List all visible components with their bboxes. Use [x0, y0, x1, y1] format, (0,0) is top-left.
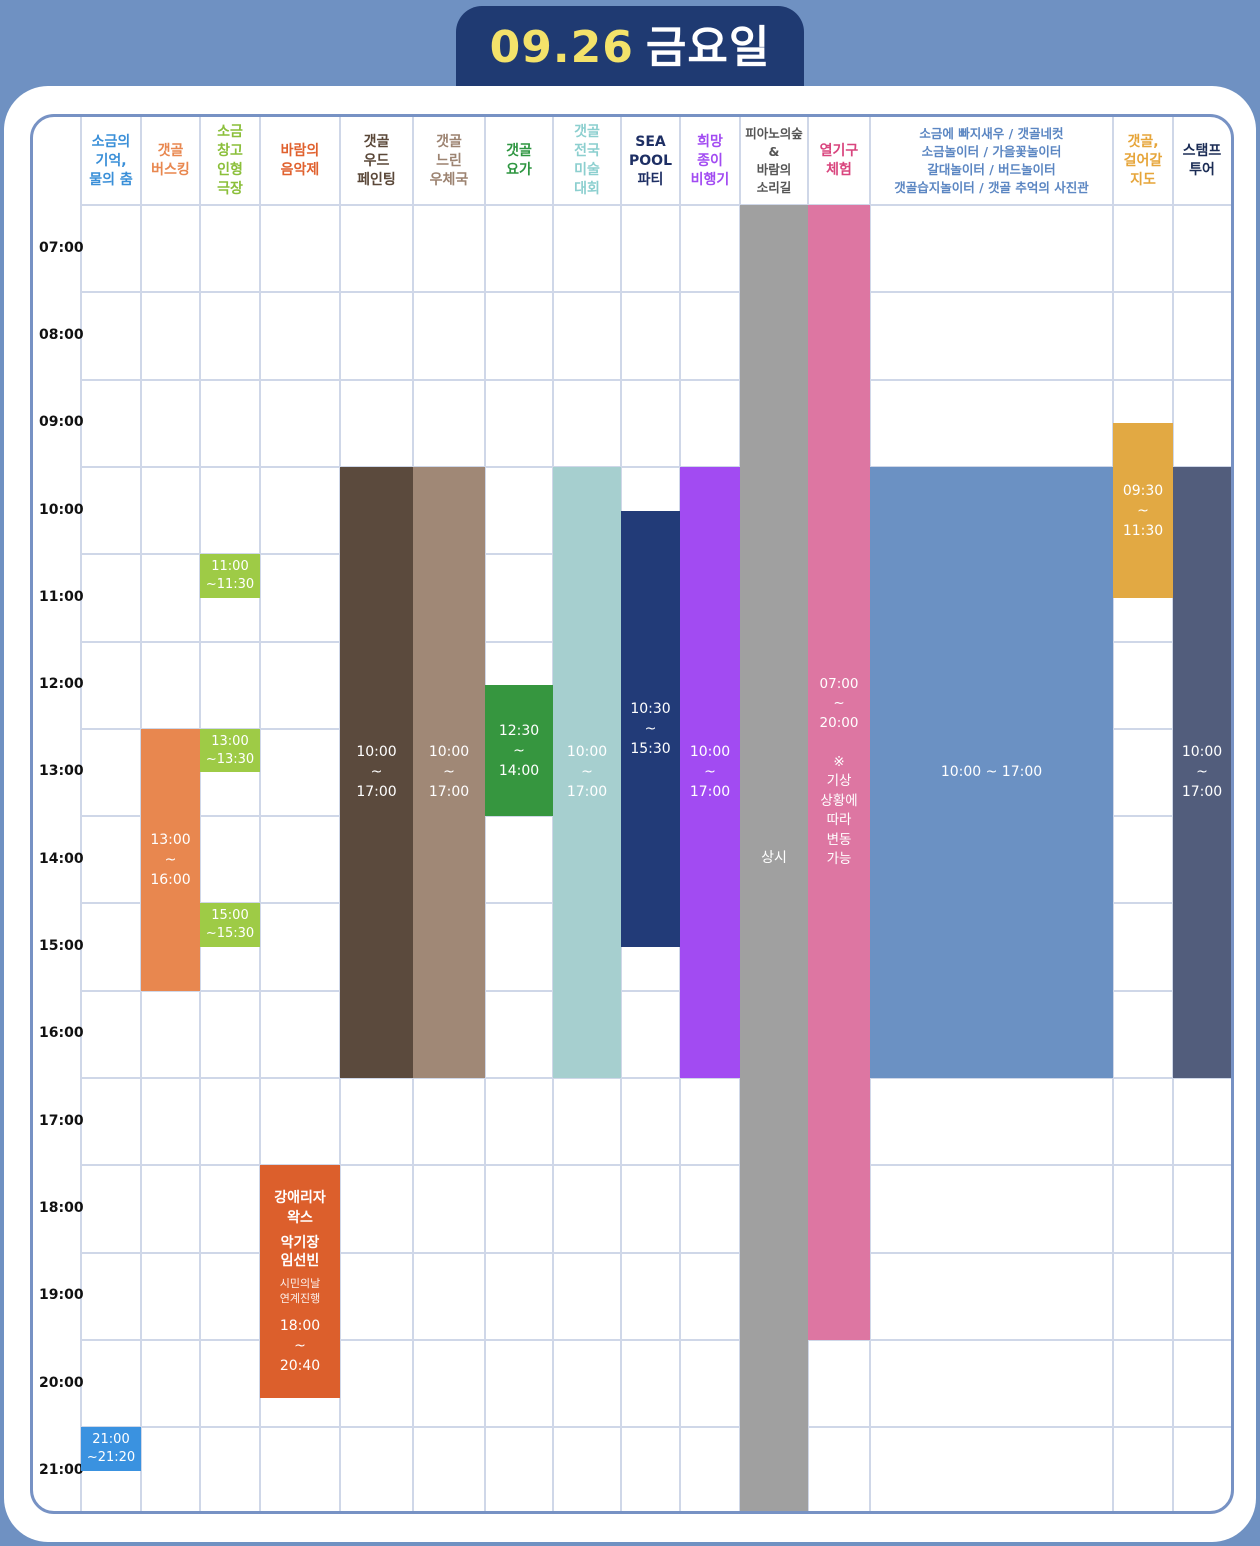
- grid-row-line: [81, 465, 1231, 468]
- grid-row-line: [81, 989, 1231, 992]
- grid-row-line: [81, 291, 1231, 294]
- grid-row-line: [81, 1514, 1231, 1515]
- event-block-c3[interactable]: 15:00 ~15:30: [200, 903, 260, 948]
- grid-row-line: [81, 1338, 1231, 1341]
- column-header-c15: 스탬프 투어: [1182, 143, 1222, 178]
- event-block-c15[interactable]: 10:00 ~ 17:00: [1173, 466, 1231, 1078]
- timetable-events: 21:00 ~21:20 13:00 ~ 16:00 11:00 ~11:30 13:…: [33, 117, 1231, 1511]
- time-label: 12:00: [39, 676, 84, 693]
- event-block-c7[interactable]: 12:30 ~ 14:00: [485, 685, 553, 817]
- time-label: 13:00: [39, 763, 84, 780]
- time-label: 15:00: [39, 938, 84, 955]
- time-label: 11:00: [39, 588, 84, 605]
- wax-event-time: 18:00 ~ 20:40: [279, 1317, 321, 1374]
- grid-row-line: [81, 1077, 1231, 1079]
- event-block-c1[interactable]: 21:00 ~21:20: [81, 1427, 141, 1471]
- timetable-grid: 소금의 기억, 물의 춤 갯골 버스킹 소금 창고 인형 극장 바람의 음악제 갯골 우…: [33, 117, 1231, 1511]
- column-header-c8: 갯골 전국 미술 대회: [574, 124, 600, 197]
- column-header-c6: 갯골 느린 우체국: [429, 133, 469, 188]
- time-label: 18:00: [39, 1199, 84, 1216]
- grid-column-line: [199, 117, 201, 1511]
- date-weekday: 금요일: [645, 22, 771, 73]
- wax-event-note: 시민의날 연계진행: [279, 1276, 321, 1305]
- grid-row-line: [81, 204, 1231, 206]
- grid-column-line: [80, 117, 82, 1511]
- column-header-c3: 소금 창고 인형 극장: [217, 124, 243, 197]
- column-header-c10: 희망 종이 비행기: [690, 133, 730, 188]
- event-block-c6[interactable]: 10:00 ~ 17:00: [413, 466, 485, 1078]
- timetable: 소금의 기억, 물의 춤 갯골 버스킹 소금 창고 인형 극장 바람의 음악제 갯골 우…: [30, 114, 1234, 1514]
- event-block-c13[interactable]: 10:00 ~ 17:00: [870, 466, 1113, 1078]
- event-block-c14[interactable]: 09:30 ~ 11:30: [1113, 423, 1173, 598]
- column-header-c5: 갯골 우드 페인팅: [357, 133, 396, 188]
- grid-row-line: [81, 378, 1231, 381]
- event-block-c9[interactable]: 10:30 ~ 15:30: [621, 510, 680, 948]
- column-header-c14: 갯골, 걸어갈 지도: [1123, 133, 1163, 188]
- column-header-c4: 바람의 음악제: [280, 143, 320, 178]
- column-header-c2: 갯골 버스킹: [151, 143, 190, 178]
- time-label: 19:00: [39, 1287, 84, 1304]
- column-header-c13: 소금에 빠지새우 / 갯골네컷 소금놀이터 / 가을꽃놀이터 갈대놀이터 / 버…: [894, 126, 1089, 195]
- time-label: 14:00: [39, 850, 84, 867]
- time-label: 09:00: [39, 414, 84, 431]
- time-label: 10:00: [39, 501, 84, 518]
- event-block-c8[interactable]: 10:00 ~ 17:00: [553, 466, 621, 1078]
- time-label: 21:00: [39, 1461, 84, 1478]
- event-block-c3[interactable]: 13:00 ~13:30: [200, 728, 260, 773]
- wax-event-performers2: 악기장 임선빈: [280, 1234, 320, 1269]
- date-number: 09.26: [489, 22, 634, 73]
- column-header-c11: 피아노의숲 & 바람의 소리길: [745, 126, 803, 195]
- grid-row-line: [81, 1251, 1231, 1254]
- column-header-c12: 열기구 체험: [819, 143, 859, 178]
- time-label: 17:00: [39, 1112, 84, 1129]
- event-block-c11[interactable]: 상시: [740, 205, 808, 1511]
- event-block-c10[interactable]: 10:00 ~ 17:00: [680, 466, 740, 1078]
- time-label: 20:00: [39, 1374, 84, 1391]
- time-label: 16:00: [39, 1025, 84, 1042]
- time-label: 07:00: [39, 239, 84, 256]
- event-block-c12[interactable]: 07:00 ~ 20:00 ※ 기상 상황에 따라 변동 가능: [808, 205, 870, 1340]
- column-header-c1: 소금의 기억, 물의 춤: [89, 133, 133, 188]
- column-header-c9: SEA POOL 파티: [629, 133, 672, 188]
- schedule-card: 소금의 기억, 물의 춤 갯골 버스킹 소금 창고 인형 극장 바람의 음악제 갯골 우…: [4, 86, 1256, 1542]
- grid-column-line: [259, 117, 261, 1511]
- wax-event-performers: 강애리자 왁스: [274, 1189, 326, 1226]
- event-block-c2[interactable]: 13:00 ~ 16:00: [141, 728, 200, 991]
- event-block-c3[interactable]: 11:00 ~11:30: [200, 554, 260, 598]
- grid-row-line: [81, 1426, 1231, 1429]
- grid-row-line: [81, 1164, 1231, 1167]
- event-block-c5[interactable]: 10:00 ~ 17:00: [340, 466, 413, 1078]
- time-label: 08:00: [39, 326, 84, 343]
- grid-column-line: [1112, 117, 1114, 1511]
- column-header-c7: 갯골 요가: [506, 143, 532, 178]
- date-tab: 09.26 금요일: [456, 6, 804, 96]
